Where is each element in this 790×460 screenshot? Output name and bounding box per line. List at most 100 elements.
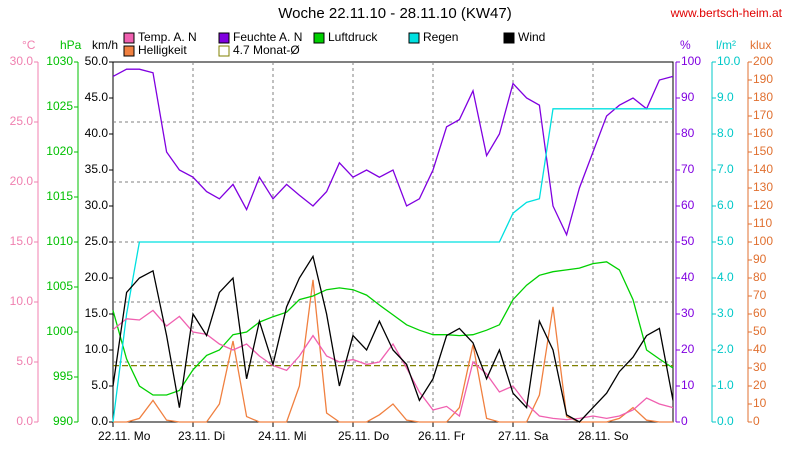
legend-label: Regen <box>423 30 458 44</box>
x-tick-label: 24.11. Mi <box>258 429 306 443</box>
y-tick-label: 10 <box>753 396 767 410</box>
y-tick-label: 30.0 <box>10 54 34 68</box>
axis-title: % <box>680 38 691 52</box>
y-tick-label: 5.0 <box>717 234 734 248</box>
y-tick-label: 0.0 <box>91 414 108 428</box>
series-line <box>112 254 674 423</box>
source: www.bertsch-heim.at <box>670 6 783 20</box>
y-tick-label: 15.0 <box>85 306 109 320</box>
y-tick-label: 50.0 <box>85 54 109 68</box>
axis-title: l/m² <box>716 38 736 52</box>
y-tick-label: 160 <box>753 126 773 140</box>
y-tick-label: 1010 <box>46 234 73 248</box>
y-tick-label: 40.0 <box>85 126 109 140</box>
y-tick-label: 4.0 <box>717 270 734 284</box>
legend-swatch <box>123 45 135 57</box>
x-tick-label: 22.11. Mo <box>98 429 151 443</box>
y-tick-label: 990 <box>53 414 73 428</box>
legend-label: Wind <box>518 30 545 44</box>
y-tick-label: 1030 <box>46 54 73 68</box>
y-tick-label: 20.0 <box>85 270 109 284</box>
y-tick-label: 40 <box>681 270 695 284</box>
legend-swatch <box>123 32 135 44</box>
y-tick-label: 80 <box>681 126 695 140</box>
legend-swatch <box>503 32 515 44</box>
legend-swatch <box>408 32 420 44</box>
legend-swatch <box>218 45 230 57</box>
y-tick-label: 20 <box>681 342 695 356</box>
y-tick-label: 1005 <box>46 279 73 293</box>
series-line <box>112 108 673 423</box>
y-tick-label: 200 <box>753 54 773 68</box>
y-tick-label: 120 <box>753 198 773 212</box>
series-line <box>112 261 674 396</box>
axis-title: klux <box>750 38 771 52</box>
y-tick-label: 50 <box>681 234 695 248</box>
y-tick-label: 10.0 <box>717 54 741 68</box>
y-tick-label: 0.0 <box>16 414 33 428</box>
y-tick-label: 8.0 <box>717 126 734 140</box>
y-tick-label: 30.0 <box>85 198 109 212</box>
y-tick-label: 25.0 <box>10 114 34 128</box>
y-tick-label: 1.0 <box>717 378 734 392</box>
y-tick-label: 25.0 <box>85 234 109 248</box>
y-tick-label: 180 <box>753 90 773 104</box>
y-tick-label: 3.0 <box>717 306 734 320</box>
chart-title: Woche 22.11.10 - 28.11.10 (KW47) <box>278 5 511 22</box>
y-tick-label: 9.0 <box>717 90 734 104</box>
y-tick-label: 0.0 <box>717 414 734 428</box>
y-tick-label: 100 <box>753 234 773 248</box>
y-tick-label: 70 <box>681 162 695 176</box>
y-tick-label: 0 <box>753 414 760 428</box>
legend-swatch <box>218 32 230 44</box>
y-tick-label: 40 <box>753 342 767 356</box>
legend-swatch <box>313 32 325 44</box>
y-tick-label: 35.0 <box>85 162 109 176</box>
y-tick-label: 6.0 <box>717 198 734 212</box>
legend-label: Feuchte A. N <box>233 30 302 44</box>
y-tick-label: 7.0 <box>717 162 734 176</box>
y-tick-label: 190 <box>753 72 773 86</box>
y-tick-label: 1025 <box>46 99 73 113</box>
axis-title: hPa <box>60 38 82 52</box>
y-tick-label: 15.0 <box>10 234 34 248</box>
legend-label: Luftdruck <box>328 30 378 44</box>
y-tick-label: 90 <box>681 90 695 104</box>
y-tick-label: 140 <box>753 162 773 176</box>
y-tick-label: 1000 <box>46 324 73 338</box>
y-tick-label: 10 <box>681 378 695 392</box>
y-tick-label: 2.0 <box>717 342 734 356</box>
legend-label: Helligkeit <box>138 43 187 57</box>
x-tick-label: 26.11. Fr <box>418 429 465 443</box>
y-tick-label: 20.0 <box>10 174 34 188</box>
y-tick-label: 170 <box>753 108 773 122</box>
y-tick-label: 30 <box>681 306 695 320</box>
axis-title: °C <box>22 38 36 52</box>
y-tick-label: 60 <box>753 306 767 320</box>
y-tick-label: 995 <box>53 369 73 383</box>
y-tick-label: 110 <box>753 216 772 230</box>
y-tick-label: 100 <box>681 54 701 68</box>
y-tick-label: 1020 <box>46 144 73 158</box>
y-tick-label: 1015 <box>46 189 73 203</box>
y-tick-label: 60 <box>681 198 695 212</box>
y-tick-label: 90 <box>753 252 767 266</box>
y-tick-label: 20 <box>753 378 767 392</box>
y-tick-label: 0 <box>681 414 688 428</box>
y-tick-label: 5.0 <box>91 378 108 392</box>
y-tick-label: 50 <box>753 324 767 338</box>
series-line <box>112 68 674 237</box>
axis-title: km/h <box>92 38 118 52</box>
y-tick-label: 5.0 <box>16 354 33 368</box>
y-tick-label: 150 <box>753 144 773 158</box>
x-tick-label: 28.11. So <box>578 429 629 443</box>
legend-label: 4.7 Monat-Ø <box>233 43 300 57</box>
y-tick-label: 130 <box>753 180 773 194</box>
x-tick-label: 23.11. Di <box>178 429 225 443</box>
x-tick-label: 27.11. Sa <box>498 429 549 443</box>
y-tick-label: 30 <box>753 360 767 374</box>
y-tick-label: 80 <box>753 270 767 284</box>
y-tick-label: 10.0 <box>85 342 109 356</box>
y-tick-label: 70 <box>753 288 767 302</box>
